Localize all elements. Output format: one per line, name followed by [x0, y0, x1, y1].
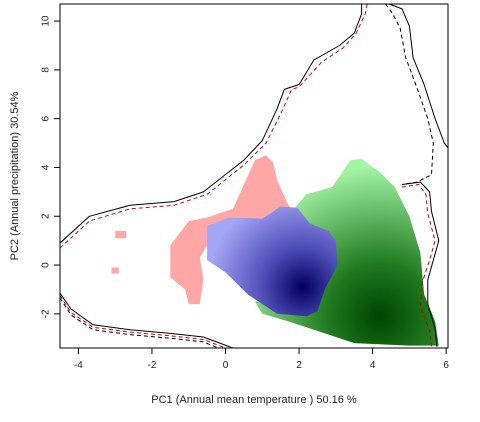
density-regions [111, 155, 439, 346]
plot-frame [59, 3, 449, 349]
x-tick-label: 2 [296, 360, 302, 371]
contour-line-solid [389, 4, 448, 149]
contour-line-dashed [385, 4, 434, 185]
x-tick-label: 4 [370, 360, 376, 371]
x-tick-label: 6 [443, 360, 449, 371]
y-tick-label: 6 [41, 115, 52, 121]
contour-line-solid [401, 181, 440, 347]
x-axis-title: PC1 (Annual mean temperature ) 50.16 % [151, 394, 357, 406]
x-tick-label: 0 [223, 360, 229, 371]
y-axis-title: PC2 (Annual precipitation) 30.54% [9, 91, 21, 260]
x-tick-label: -4 [74, 360, 83, 371]
blue-low-region [207, 206, 338, 317]
x-tick-label: -2 [147, 360, 156, 371]
y-tick-label: 10 [41, 15, 52, 27]
y-tick-label: 2 [41, 213, 52, 219]
x-axis: -4 -2 0 2 4 6 [74, 348, 449, 371]
y-tick-label: -2 [41, 309, 52, 318]
contour-line-dashed [401, 184, 436, 347]
y-tick-label: 4 [41, 164, 52, 170]
contour-line-dashed [60, 297, 219, 348]
red-region-region [115, 230, 127, 239]
red-region-region [111, 267, 119, 274]
y-axis: -2 0 2 4 6 8 10 [41, 15, 60, 318]
contour-line-dashed [60, 4, 368, 249]
y-tick-label: 0 [41, 262, 52, 268]
contour-line-solid [60, 4, 363, 244]
y-tick-label: 8 [41, 67, 52, 73]
contour-line-dashed [60, 295, 226, 348]
contour-line-solid [60, 292, 234, 348]
green-low-region [254, 158, 439, 346]
contour-lines [60, 4, 448, 348]
